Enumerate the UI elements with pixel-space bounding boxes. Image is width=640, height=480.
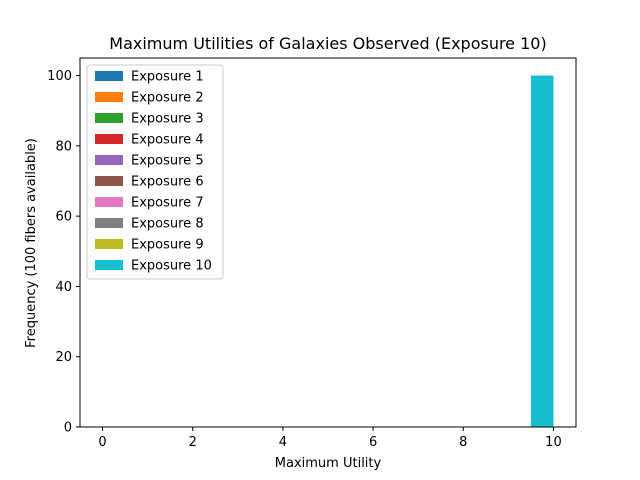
x-axis-ticks: 0 2 4 6 8 10 — [98, 427, 562, 450]
legend-entry-label: Exposure 3 — [131, 112, 204, 127]
chart-title: Maximum Utilities of Galaxies Observed (… — [109, 34, 546, 53]
legend-entry-label: Exposure 10 — [131, 259, 212, 274]
legend-swatch — [95, 197, 123, 207]
legend-swatch — [95, 71, 123, 81]
x-tick-label: 0 — [98, 435, 106, 450]
legend-swatch — [95, 176, 123, 186]
y-tick-label: 60 — [55, 210, 72, 225]
y-tick-label: 0 — [64, 421, 72, 436]
y-axis-ticks: 0 20 40 60 80 100 — [47, 69, 80, 436]
x-tick-label: 6 — [369, 435, 377, 450]
y-tick-label: 100 — [47, 69, 72, 84]
legend-entry-label: Exposure 5 — [131, 154, 204, 169]
legend-swatch — [95, 239, 123, 249]
legend-swatch — [95, 260, 123, 270]
legend-swatch — [95, 218, 123, 228]
y-tick-label: 20 — [55, 350, 72, 365]
legend-entry-label: Exposure 6 — [131, 175, 204, 190]
axes-frame — [79, 57, 577, 428]
legend-swatch — [95, 155, 123, 165]
legend-swatch — [95, 134, 123, 144]
legend-swatch — [95, 92, 123, 102]
legend: Exposure 1 Exposure 2 Exposure 3 Exposure 4… — [86, 64, 224, 280]
legend-entry-label: Exposure 7 — [131, 196, 204, 211]
legend-swatch — [95, 113, 123, 123]
legend-entry-label: Exposure 2 — [131, 91, 204, 106]
x-tick-label: 2 — [189, 435, 197, 450]
legend-entry-label: Exposure 8 — [131, 217, 204, 232]
y-tick-label: 40 — [55, 280, 72, 295]
x-tick-label: 10 — [545, 435, 562, 450]
x-tick-label: 8 — [459, 435, 467, 450]
legend-entry-label: Exposure 4 — [131, 133, 204, 148]
legend-entry-label: Exposure 1 — [131, 70, 204, 85]
bars-layer — [530, 75, 554, 428]
x-tick-label: 4 — [279, 435, 287, 450]
x-axis-label: Maximum Utility — [275, 456, 382, 471]
legend-entry-label: Exposure 9 — [131, 238, 204, 253]
y-axis-label: Frequency (100 fibers available) — [24, 138, 39, 348]
y-tick-label: 80 — [55, 139, 72, 154]
bar-series-10-bin-1 — [530, 75, 554, 428]
